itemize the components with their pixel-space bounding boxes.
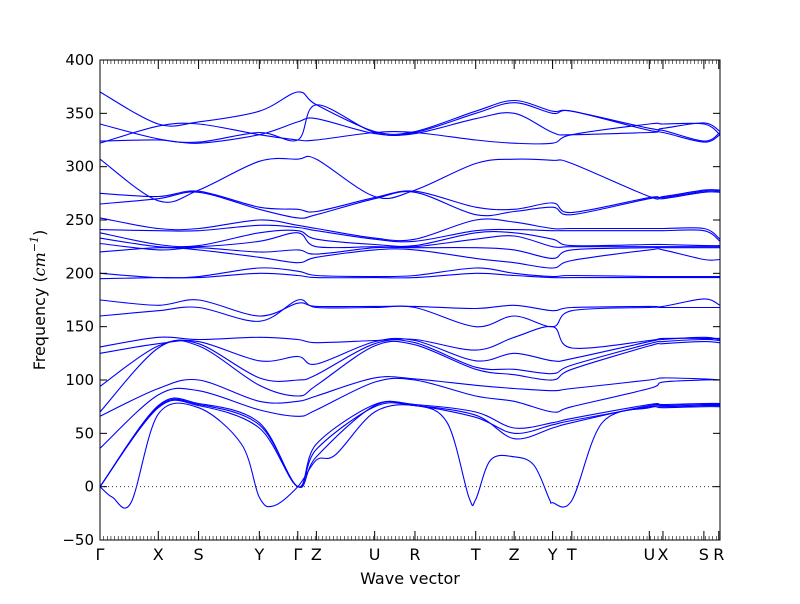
band-line-22	[99, 190, 721, 214]
band-line-18	[99, 229, 721, 248]
band-line-23	[99, 155, 721, 203]
band-line-8	[99, 338, 721, 387]
band-line-14	[99, 267, 720, 279]
band-line-3	[99, 397, 721, 488]
kpoint-label-14: X	[657, 545, 668, 564]
kpoint-label-6: Z	[311, 545, 322, 564]
kpoint-label-11: Y	[547, 545, 558, 564]
kpoint-label-3: S	[194, 545, 204, 564]
kpoint-label-7: U	[369, 545, 381, 564]
band-line-24	[99, 122, 721, 145]
ytick-label: 250	[65, 211, 94, 229]
band-line-13	[99, 272, 720, 280]
band-line-16	[99, 242, 720, 259]
kpoint-label-8: R	[409, 545, 420, 564]
ytick-label: 400	[65, 51, 94, 69]
ytick-label: −50	[62, 531, 94, 549]
y-axis-label: Frequency (cm−1)	[28, 230, 49, 371]
band-line-19	[99, 224, 721, 243]
band-line-7	[99, 339, 721, 413]
band-line-6	[99, 376, 721, 417]
series-layer	[99, 91, 721, 509]
band-line-20	[99, 217, 721, 242]
kpoint-label-12: T	[566, 545, 577, 564]
ytick-label: 300	[65, 158, 94, 176]
band-line-5	[99, 377, 721, 449]
y-axis-ticks: −50 0 50 100 150 200 250 300 350 400	[62, 51, 720, 549]
y-axis-label-unit: cm	[30, 252, 49, 276]
kpoint-label-1: Γ	[96, 545, 105, 564]
band-line-26	[99, 102, 721, 144]
kpoint-label-10: Z	[509, 545, 520, 564]
x-axis-label: Wave vector	[360, 569, 460, 588]
band-line-2	[99, 398, 721, 489]
kpoint-label-13: U	[643, 545, 655, 564]
y-axis-label-prefix: Frequency (	[30, 276, 49, 370]
ytick-label: 50	[75, 424, 94, 442]
ytick-label: 150	[65, 318, 94, 336]
band-line-4	[99, 402, 721, 509]
band-line-12	[99, 298, 721, 317]
y-axis-label-exp: −1	[28, 236, 41, 252]
ytick-label: 0	[84, 478, 94, 496]
y-axis-label-suffix: )	[30, 230, 49, 236]
band-line-15	[99, 247, 721, 269]
band-line-21	[99, 191, 721, 219]
ytick-label: 100	[65, 371, 94, 389]
kpoint-label-4: Y	[253, 545, 264, 564]
kpoint-label-5: Γ	[293, 545, 302, 564]
ytick-label: 350	[65, 104, 94, 122]
ytick-label: 200	[65, 264, 94, 282]
band-line-10	[99, 325, 720, 351]
kpoint-label-15: S	[699, 545, 709, 564]
kpoint-label-16: R	[713, 545, 724, 564]
band-line-25	[99, 112, 721, 144]
kpoint-label-2: X	[153, 545, 164, 564]
plot-frame	[99, 59, 721, 541]
kpoint-label-9: T	[470, 545, 481, 564]
plot-area	[100, 60, 720, 540]
band-line-17	[99, 232, 720, 249]
band-line-27	[99, 91, 721, 135]
